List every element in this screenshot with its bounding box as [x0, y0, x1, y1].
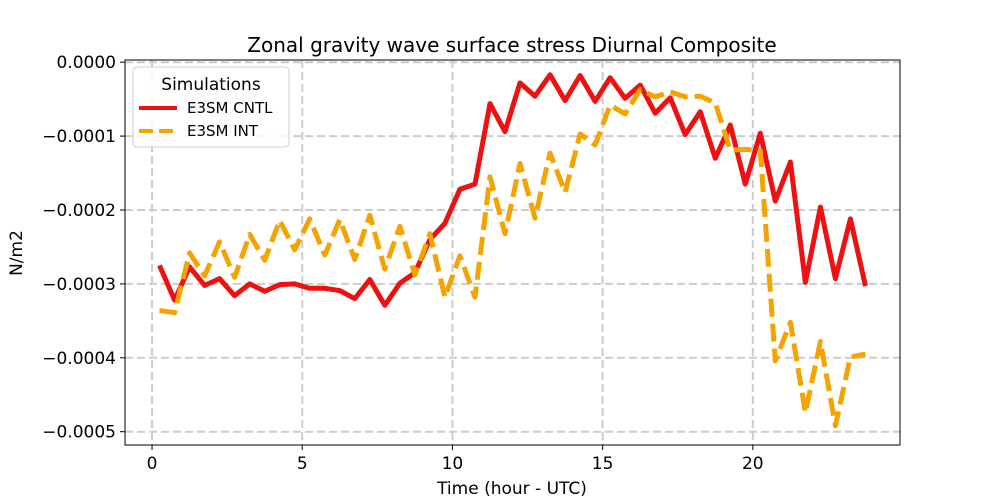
x-tick-label: 0: [147, 454, 158, 474]
x-tick-label: 20: [742, 454, 764, 474]
y-axis-ticks: 0.0000 −0.0001 −0.0002 −0.0003 −0.0004 −0.000…: [42, 53, 125, 443]
x-tick-label: 15: [592, 454, 614, 474]
legend-label-cntl: E3SM CNTL: [187, 99, 273, 117]
series-line-e3sm-int: [159, 87, 866, 429]
y-tick-label: −0.0002: [42, 201, 116, 221]
x-axis-ticks: 0 5 10 15 20: [147, 445, 764, 474]
x-axis-label: Time (hour - UTC): [436, 479, 587, 499]
y-tick-label: −0.0004: [42, 349, 116, 369]
x-tick-label: 10: [442, 454, 464, 474]
legend-title: Simulations: [161, 75, 261, 95]
series-lines: [157, 72, 868, 429]
y-tick-label: 0.0000: [57, 53, 116, 73]
plot-frame: [124, 59, 901, 446]
x-tick-label: 5: [297, 454, 308, 474]
legend: Simulations E3SM CNTL E3SM INT: [132, 66, 290, 148]
legend-label-int: E3SM INT: [187, 122, 259, 140]
chart-title: Zonal gravity wave surface stress Diurna…: [247, 33, 776, 57]
series-line-e3sm-cntl: [157, 72, 868, 308]
y-tick-label: −0.0003: [42, 275, 116, 295]
y-tick-label: −0.0005: [42, 423, 116, 443]
legend-box: [132, 66, 290, 148]
y-axis-label: N/m2: [7, 230, 27, 276]
y-tick-label: −0.0001: [42, 127, 116, 147]
